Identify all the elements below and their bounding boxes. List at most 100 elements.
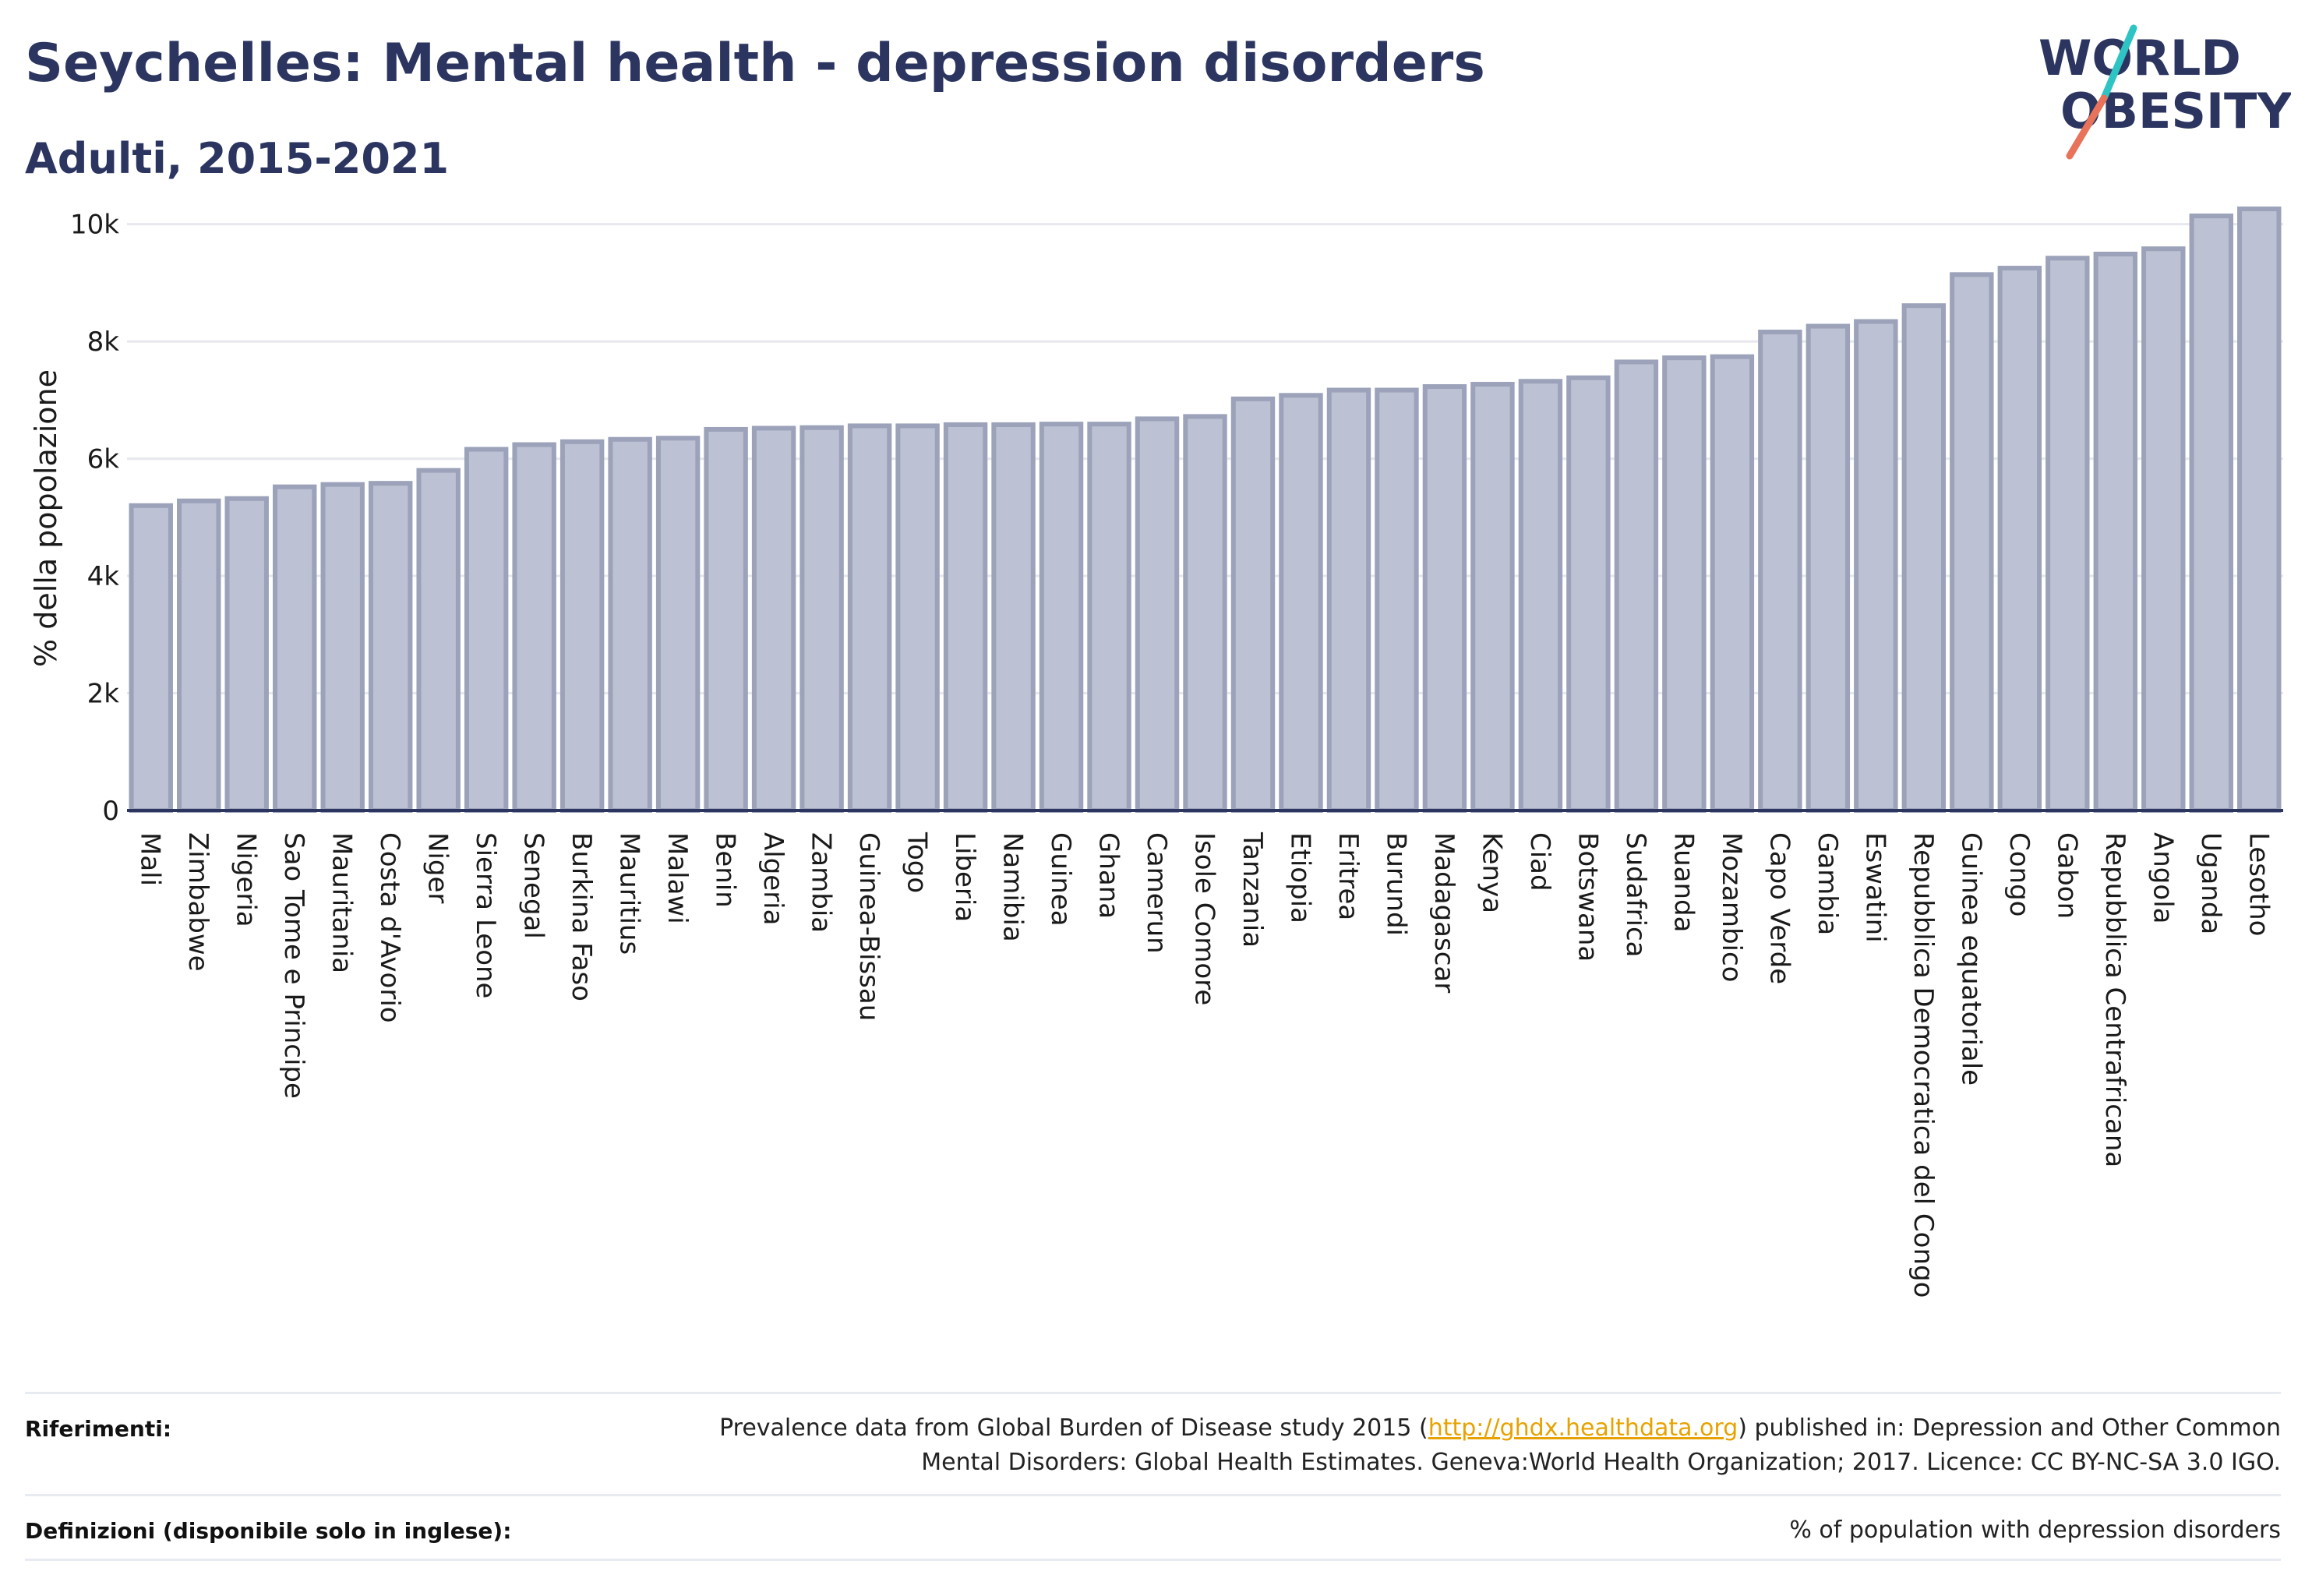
x-tick-label: Mauritania [327, 832, 358, 973]
references-text: Prevalence data from Global Burden of Di… [719, 1414, 2281, 1476]
x-tick-label: Mauritius [614, 832, 645, 955]
x-tick-label: Etiopia [1284, 832, 1315, 923]
bar[interactable] [1806, 323, 1851, 813]
bar[interactable] [943, 422, 988, 814]
x-tick-label: Sao Tome e Principe [278, 832, 309, 1099]
y-tick-label: 0 [102, 796, 119, 827]
bar[interactable] [1901, 303, 1947, 813]
bar[interactable] [1614, 359, 1659, 813]
bar[interactable] [751, 425, 796, 813]
bar[interactable] [2046, 256, 2090, 813]
y-tick-label: 10k [70, 210, 119, 241]
x-tick-label: Camerun [1141, 832, 1172, 954]
x-tick-label: Botswana [1572, 832, 1603, 962]
x-tick-label: Burundi [1380, 832, 1411, 936]
bar[interactable] [800, 425, 844, 813]
x-tick-label: Angola [2147, 832, 2178, 923]
x-tick-label: Nigeria [231, 832, 262, 927]
x-tick-label: Eswatini [1859, 832, 1890, 943]
y-axis-label: % della popolazione [29, 369, 63, 667]
x-tick-label: Congo [2003, 832, 2035, 916]
x-axis-ticks: Mali Zimbabwe Nigeria Sao Tome e Principe Ma… [135, 832, 2275, 1298]
x-tick-label: Burkina Faso [566, 832, 597, 1001]
bar[interactable] [895, 423, 940, 813]
x-tick-label: Mozambico [1716, 832, 1747, 982]
bar[interactable] [2237, 207, 2282, 813]
bar[interactable] [1326, 387, 1371, 813]
x-tick-label: Guinea-Bissau [853, 832, 884, 1021]
bar[interactable] [847, 423, 892, 813]
bar[interactable] [368, 481, 413, 814]
bar[interactable] [2093, 251, 2137, 813]
x-tick-label: Gabon [2051, 832, 2082, 919]
chart-subtitle: Adulti, 2015-2021 [25, 134, 450, 183]
x-tick-label: Sudafrica [1620, 832, 1651, 957]
x-tick-label: Algeria [757, 832, 789, 925]
bar[interactable] [608, 436, 652, 813]
bar[interactable] [1183, 414, 1227, 814]
bar[interactable] [512, 442, 556, 813]
bar[interactable] [1230, 396, 1276, 814]
x-tick-label: Benin [710, 832, 741, 908]
bar[interactable] [559, 439, 605, 813]
references-link[interactable]: http://ghdx.healthdata.org [1428, 1414, 1738, 1442]
bars [129, 207, 2282, 814]
bar[interactable] [464, 447, 509, 813]
references-label: Riferimenti: [25, 1416, 172, 1442]
x-tick-label: Uganda [2195, 832, 2226, 934]
bar[interactable] [1997, 266, 2042, 813]
x-tick-label: Togo [902, 832, 933, 893]
world-obesity-logo[interactable]: WORLD OBESITY [2026, 22, 2291, 162]
chart-title: Seychelles: Mental health - depression d… [25, 33, 1485, 94]
y-tick-label: 2k [87, 679, 120, 710]
logo-slash-coral [2066, 94, 2108, 160]
bar[interactable] [177, 498, 221, 813]
bar[interactable] [1566, 375, 1611, 813]
x-tick-label: Zambia [806, 832, 837, 933]
bar[interactable] [1039, 422, 1084, 814]
x-tick-label: Namibia [997, 832, 1029, 942]
x-tick-label: Gambia [1812, 832, 1843, 935]
x-tick-label: Guinea equatoriale [1955, 832, 1986, 1086]
bar[interactable] [129, 503, 173, 813]
bar[interactable] [2141, 246, 2186, 813]
bar[interactable] [704, 426, 748, 813]
x-tick-label: Repubblica Centrafricana [2099, 832, 2130, 1167]
bar[interactable] [224, 496, 269, 813]
bar[interactable] [1950, 272, 1994, 814]
x-tick-label: Niger [422, 832, 454, 903]
x-tick-label: Lesotho [2243, 832, 2274, 936]
bar[interactable] [1518, 379, 1563, 813]
y-tick-label: 6k [87, 444, 120, 475]
x-tick-label: Ciad [1524, 832, 1555, 892]
x-tick-label: Costa d'Avorio [374, 832, 405, 1023]
definitions-label: Definizioni (disponibile solo in inglese… [25, 1518, 512, 1544]
bar[interactable] [320, 482, 365, 814]
x-tick-label: Eritrea [1333, 832, 1364, 920]
bar[interactable] [1710, 354, 1755, 813]
bar[interactable] [2189, 214, 2233, 814]
bar[interactable] [1470, 382, 1515, 813]
x-tick-label: Malawi [662, 832, 693, 924]
x-tick-label: Ghana [1093, 832, 1124, 919]
bar[interactable] [991, 422, 1036, 814]
bar[interactable] [1662, 355, 1707, 813]
x-tick-label: Ruanda [1668, 832, 1699, 932]
definitions-row: Definizioni (disponibile solo in inglese… [25, 1494, 2281, 1561]
bar[interactable] [273, 484, 317, 814]
x-tick-label: Tanzania [1237, 832, 1268, 948]
bar[interactable] [1135, 416, 1180, 814]
bar[interactable] [1854, 319, 1898, 813]
bar-chart: 0 2k 4k 6k 8k 10k Mali Zimbabwe Nigeria Sao Tome… [29, 207, 2283, 1298]
bar[interactable] [1087, 422, 1131, 814]
bar[interactable] [1375, 387, 1419, 813]
references-row: Riferimenti: Prevalence data from Global… [25, 1392, 2281, 1494]
bar[interactable] [1279, 393, 1323, 814]
bar[interactable] [416, 468, 461, 813]
bar[interactable] [1422, 384, 1467, 813]
bar[interactable] [655, 436, 701, 813]
bar[interactable] [1758, 330, 1802, 813]
x-tick-label: Kenya [1476, 832, 1507, 913]
x-tick-label: Repubblica Democratica del Congo [1908, 832, 1939, 1298]
x-tick-label: Capo Verde [1763, 832, 1795, 984]
